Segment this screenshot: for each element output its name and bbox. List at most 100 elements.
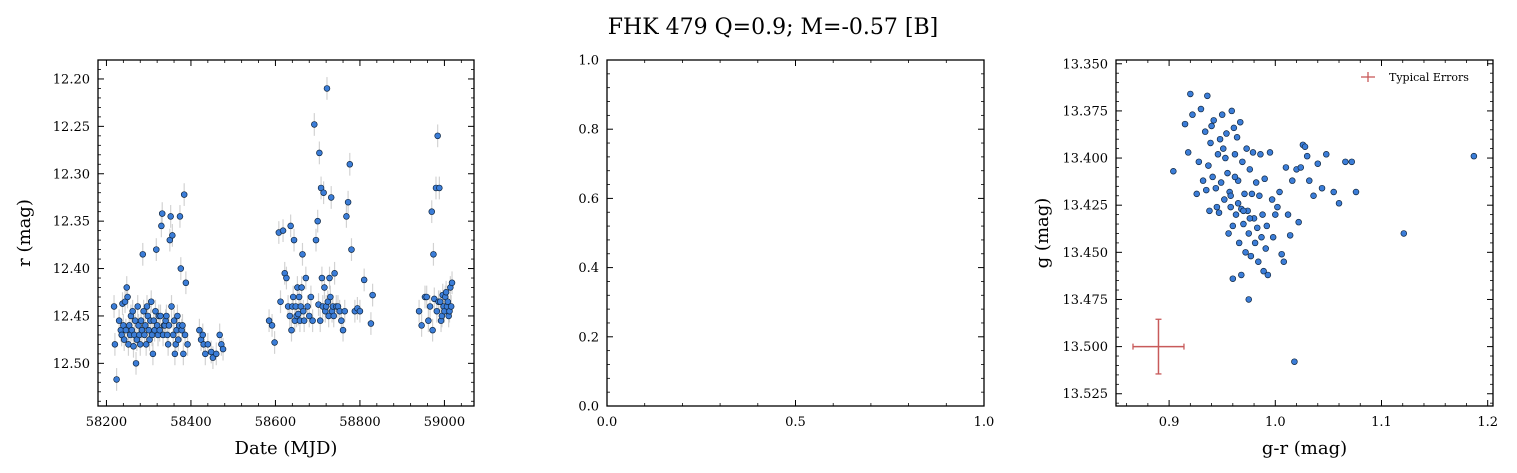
data-point <box>140 307 147 315</box>
data-point <box>323 85 331 92</box>
data-point <box>111 341 119 348</box>
data-point <box>338 317 345 324</box>
x-axis-label: Date (MJD) <box>235 438 338 459</box>
data-point <box>298 284 305 291</box>
data-point <box>1216 135 1224 143</box>
y-tick-label: 0.4 <box>578 261 599 276</box>
data-point <box>1314 160 1322 167</box>
data-point <box>164 341 172 348</box>
data-point <box>326 274 333 282</box>
data-point <box>302 274 310 282</box>
y-tick-label: 0.6 <box>578 192 599 207</box>
data-point <box>165 322 173 329</box>
y-tick-label: 0.0 <box>578 400 599 415</box>
data-point <box>156 326 163 334</box>
data-point <box>442 288 450 296</box>
data-point <box>182 279 190 287</box>
data-point <box>177 265 185 272</box>
data-point <box>1181 120 1189 128</box>
data-point <box>219 345 227 353</box>
data-point <box>1278 250 1285 258</box>
y-tick-label: 13.425 <box>1063 199 1109 214</box>
data-point <box>430 251 437 258</box>
data-point <box>171 350 179 358</box>
data-point <box>1223 130 1230 137</box>
data-point <box>428 208 436 215</box>
data-point <box>290 236 298 244</box>
data-point <box>1235 239 1243 247</box>
data-point <box>1261 175 1268 183</box>
data-point <box>299 251 306 258</box>
data-point <box>143 303 151 310</box>
data-point <box>1276 188 1283 196</box>
data-point <box>113 376 120 383</box>
data-point <box>433 307 441 315</box>
data-point <box>1231 151 1239 158</box>
x-tick-label: 58400 <box>170 415 211 430</box>
data-point <box>1184 149 1192 156</box>
data-point <box>287 222 294 230</box>
y-tick-label: 12.50 <box>53 357 90 372</box>
data-point <box>1282 164 1290 171</box>
data-point <box>1252 179 1260 186</box>
data-point <box>216 331 223 339</box>
data-point <box>1242 249 1249 256</box>
data-point <box>1245 296 1252 303</box>
data-point <box>1348 158 1356 166</box>
data-point <box>1295 218 1302 226</box>
x-axis-label: g-r (mag) <box>1262 438 1347 459</box>
data-point <box>1230 124 1238 132</box>
x-tick-label: 1.1 <box>1371 415 1392 430</box>
data-point <box>1215 209 1223 216</box>
data-point <box>415 307 423 315</box>
data-point <box>1342 158 1349 166</box>
legend-label: Typical Errors <box>1389 71 1469 84</box>
x-tick-label: 58200 <box>86 415 127 430</box>
data-point <box>175 336 182 343</box>
data-point <box>157 312 164 320</box>
data-point <box>1231 173 1239 181</box>
data-point <box>199 331 207 339</box>
data-point <box>423 293 430 301</box>
data-point <box>1233 134 1241 141</box>
data-point <box>213 350 220 358</box>
data-point <box>141 331 148 339</box>
data-point <box>1268 196 1276 203</box>
lightcurve-panel: 58200 58400 58600 58800 59000 12.20 12.25 12.30… <box>14 59 475 459</box>
data-point <box>1203 186 1210 194</box>
plot-frame <box>97 59 475 407</box>
data-point <box>147 298 155 305</box>
data-point <box>1246 166 1254 173</box>
data-point <box>316 149 323 157</box>
data-point <box>142 322 149 329</box>
data-point <box>426 303 434 310</box>
data-point <box>1221 196 1228 203</box>
data-point <box>169 232 176 239</box>
x-tick-label: 1.2 <box>1477 415 1498 430</box>
x-tick-label: 0.9 <box>1159 415 1180 430</box>
data-point <box>184 341 191 348</box>
data-point <box>1262 245 1269 252</box>
data-point <box>360 276 368 284</box>
data-point <box>1246 215 1254 222</box>
x-tick-label: 0.5 <box>785 415 806 430</box>
data-point <box>425 317 432 324</box>
data-point <box>1240 207 1247 215</box>
data-point <box>1224 169 1231 177</box>
data-point <box>1330 188 1337 196</box>
data-point <box>1193 190 1200 198</box>
data-point <box>346 161 354 168</box>
data-point <box>279 227 287 234</box>
data-point <box>1280 258 1288 266</box>
data-point <box>344 198 352 206</box>
data-point <box>339 326 347 334</box>
data-point <box>307 293 315 301</box>
data-point <box>320 189 327 196</box>
data-point <box>1266 149 1274 156</box>
data-point <box>434 132 441 140</box>
data-point <box>1227 192 1234 200</box>
data-point <box>1239 158 1246 166</box>
data-point <box>369 291 376 299</box>
y-tick-label: 12.25 <box>53 120 90 135</box>
